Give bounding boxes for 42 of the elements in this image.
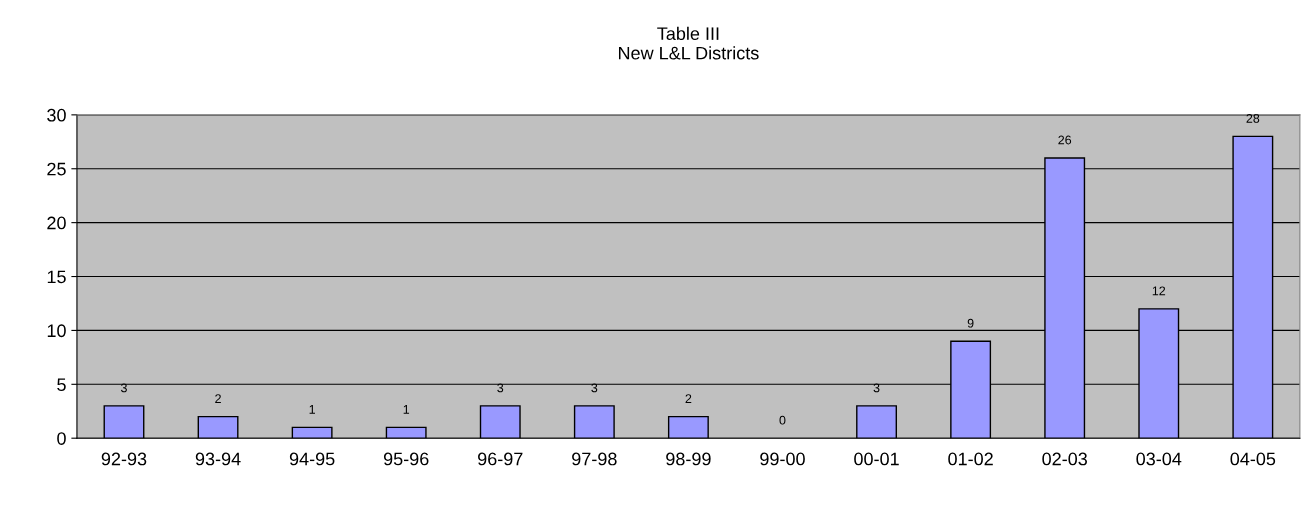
x-tick-label: 94-95 [289,452,335,466]
x-tick-label: 97-98 [572,452,617,466]
chart-title: Table III New L&L Districts [618,26,759,60]
data-label: 3 [497,383,504,393]
bar [479,405,521,439]
x-tick-label: 00-01 [854,452,899,466]
x-tick-label: 03-04 [1136,452,1182,466]
x-tick-label: 02-03 [1042,452,1087,466]
data-label: 3 [120,383,127,393]
data-label: 2 [685,394,692,403]
data-label: 1 [403,405,410,414]
bar [385,426,427,439]
y-tick-label: 5 [57,378,66,392]
x-tick-label: 04-05 [1230,452,1276,466]
data-label: 3 [591,383,598,393]
y-tick-label: 0 [57,432,66,445]
x-tick-label: 01-02 [948,452,993,466]
bar [667,415,709,439]
y-tick-label: 25 [47,162,66,176]
y-tick-label: 10 [47,324,66,338]
bar [197,415,239,439]
data-label: 0 [779,415,786,425]
x-tick-label: 93-94 [195,452,241,466]
bar [103,405,145,439]
y-tick-label: 20 [47,216,66,230]
bar [856,405,897,439]
bar [573,405,615,439]
data-label: 12 [1152,286,1166,296]
bar [291,426,333,439]
data-label: 9 [967,318,974,328]
data-label: 28 [1246,113,1260,123]
data-label: 1 [309,405,315,414]
x-tick-label: 98-99 [666,452,711,466]
x-tick-label: 95-96 [383,452,429,466]
x-tick-label: 99-00 [760,452,805,466]
y-tick-label: 30 [47,108,66,122]
data-label: 2 [215,394,221,403]
x-tick-label: 92-93 [101,452,147,466]
data-label: 3 [873,383,880,393]
y-tick-label: 15 [47,270,66,284]
x-tick-label: 96-97 [478,452,523,466]
data-label: 26 [1058,135,1072,145]
